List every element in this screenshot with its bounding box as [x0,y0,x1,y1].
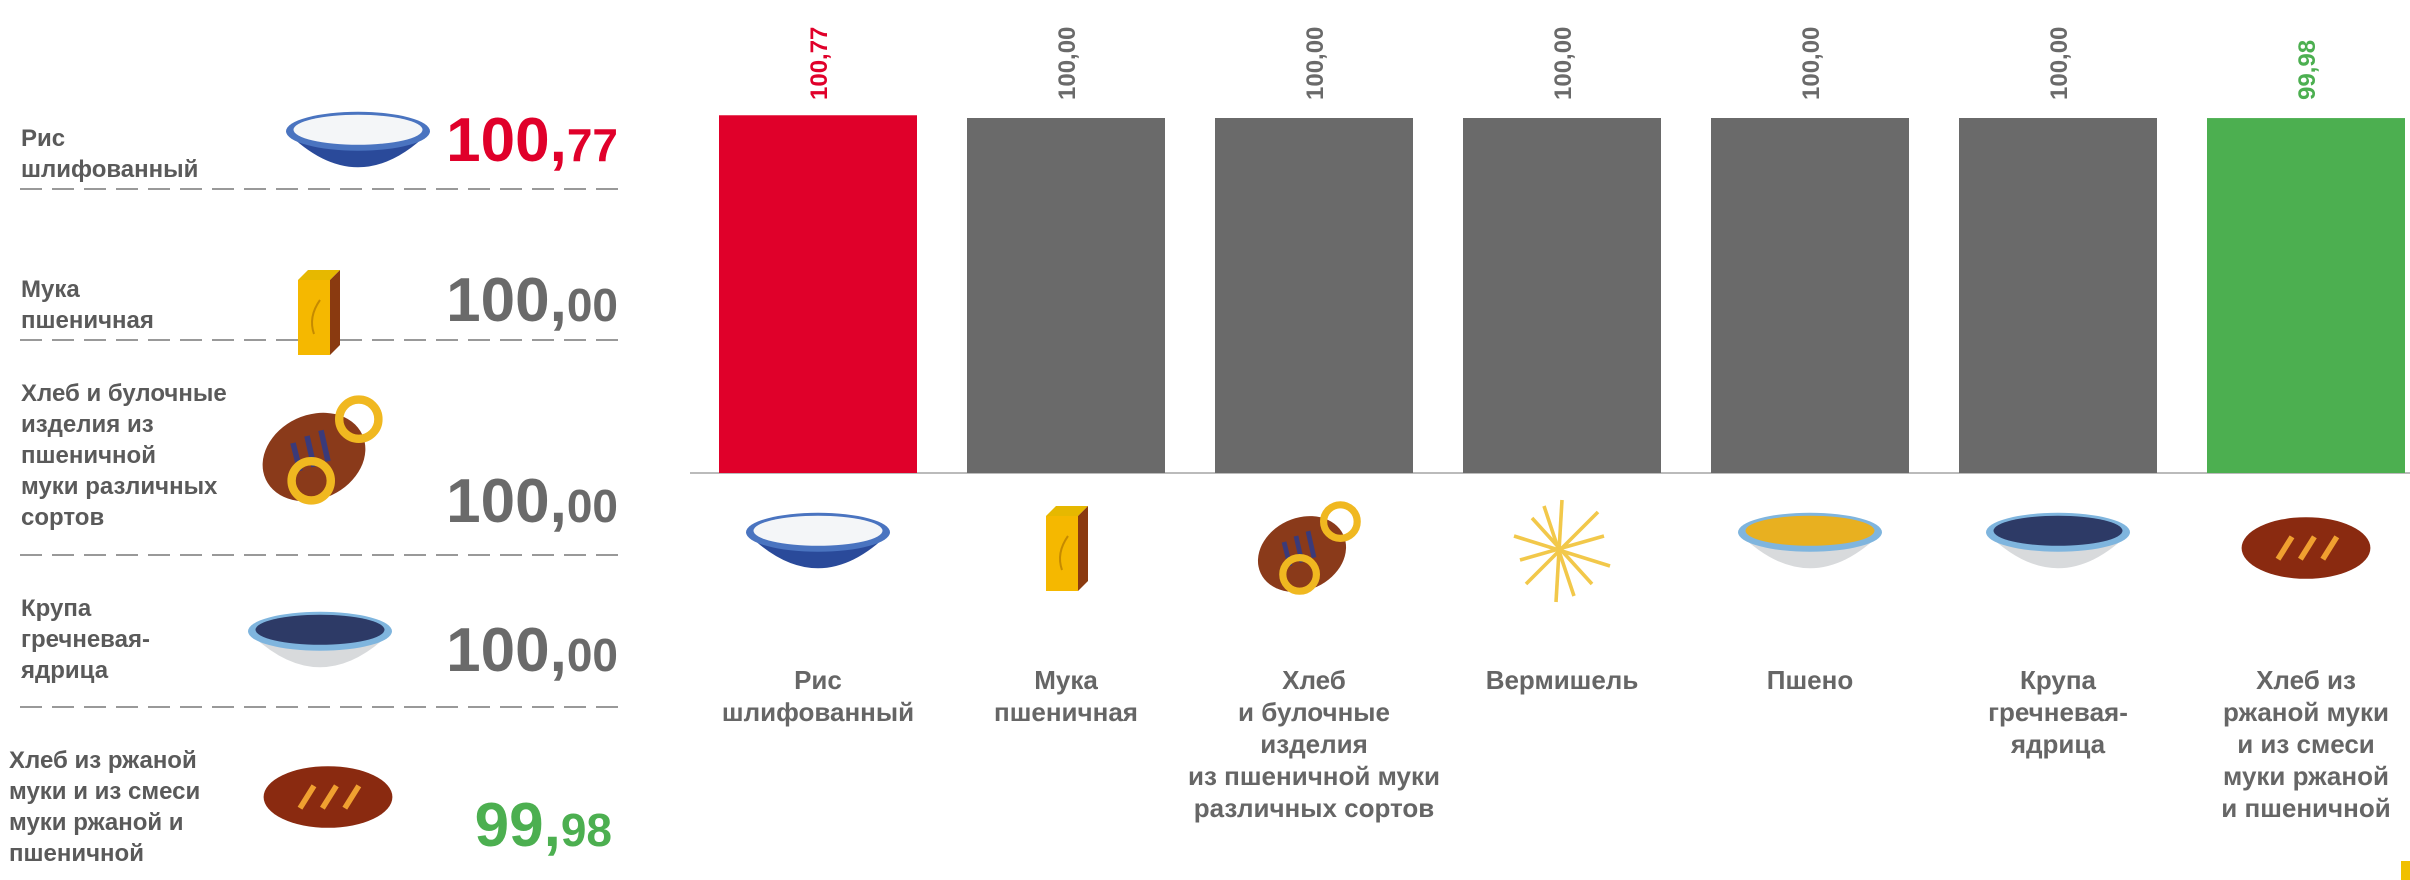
value-fraction: 00 [567,629,618,681]
bar [719,115,917,473]
value-whole: 100, [446,467,567,536]
value-whole: 99, [475,791,561,860]
bar [1463,118,1661,473]
icon [2242,517,2371,579]
icon [746,513,890,569]
icon [1514,500,1610,602]
bar [1711,118,1909,473]
icon [1046,506,1088,591]
value-whole: 100, [446,106,567,175]
item-name: Мука пшеничная [21,274,154,336]
item-value: 100,77 [318,105,618,176]
value-whole: 100, [446,616,567,685]
item-value: 100,00 [318,265,618,336]
bar [1215,118,1413,473]
icon [1738,513,1882,569]
item-name: Хлеб из ржаной муки и из смеси муки ржан… [9,745,200,869]
bar [1959,118,2157,473]
x-tick-label: Хлеб из ржаной муки и из смеси муки ржан… [2156,664,2410,824]
item-value: 99,98 [312,790,612,861]
value-label: 99,98 [2294,40,2321,100]
value-fraction: 00 [567,279,618,331]
value-label: 100,00 [1054,27,1081,100]
bar [967,118,1165,473]
item-value: 100,00 [318,615,618,686]
value-label: 100,00 [1798,27,1825,100]
value-label: 100,00 [1302,27,1329,100]
value-label: 100,00 [1550,27,1577,100]
value-label: 100,00 [2046,27,2073,100]
value-fraction: 00 [567,480,618,532]
value-label: 100,77 [806,27,833,100]
value-fraction: 77 [567,119,618,171]
value-whole: 100, [446,266,567,335]
page: 100,77100,00100,00100,00100,00100,0099,9… [0,0,2410,880]
item-name: Хлеб и булочные изделия из пшеничной мук… [21,378,227,533]
value-fraction: 98 [561,804,612,856]
icon [1986,513,2130,569]
item-value: 100,00 [318,466,618,537]
bar [2207,118,2405,473]
icon [1245,502,1358,606]
decor [2401,861,2410,880]
item-name: Рис шлифованный [21,123,198,185]
item-name: Крупа гречневая- ядрица [21,593,150,686]
